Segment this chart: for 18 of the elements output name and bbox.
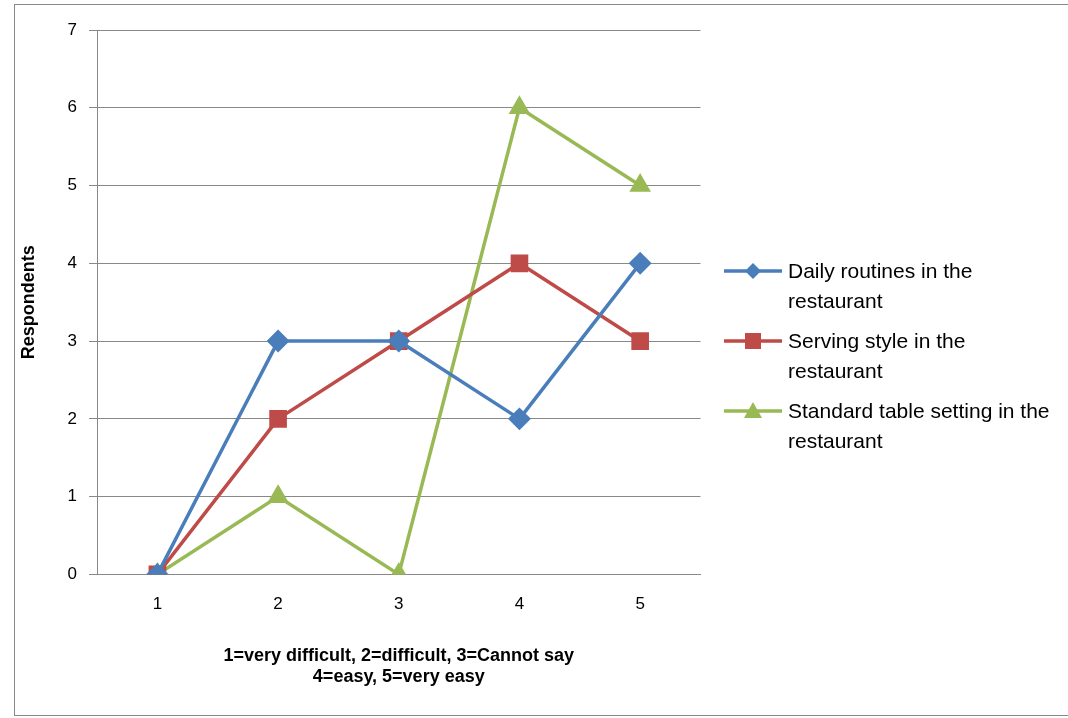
x-tick-label: 2 bbox=[273, 594, 283, 614]
y-tick-label: 7 bbox=[67, 19, 78, 39]
x-tick-label: 5 bbox=[635, 594, 645, 614]
y-tick-label: 6 bbox=[67, 97, 78, 117]
y-tick-label: 0 bbox=[67, 564, 78, 584]
y-tick-label: 3 bbox=[67, 330, 78, 350]
x-tick-label: 1 bbox=[152, 594, 163, 614]
legend-label: Serving style in the restaurant bbox=[788, 328, 967, 384]
y-axis-title: Respondents bbox=[17, 245, 38, 360]
y-tick-label: 5 bbox=[67, 175, 78, 195]
y-tick-label: 4 bbox=[67, 253, 78, 272]
legend-label: Daily routines in the restaurant bbox=[788, 258, 974, 314]
x-tick-label: 4 bbox=[514, 594, 525, 614]
y-tick-label: 1 bbox=[67, 486, 78, 506]
x-tick-label: 3 bbox=[394, 594, 404, 614]
legend-label: Standard table setting in the restaurant bbox=[788, 398, 1051, 454]
y-tick-label: 2 bbox=[67, 408, 78, 428]
x-axis-title: 1=very difficult, 2=difficult, 3=Cannot say 4=easy, 5=very easy bbox=[223, 644, 575, 687]
